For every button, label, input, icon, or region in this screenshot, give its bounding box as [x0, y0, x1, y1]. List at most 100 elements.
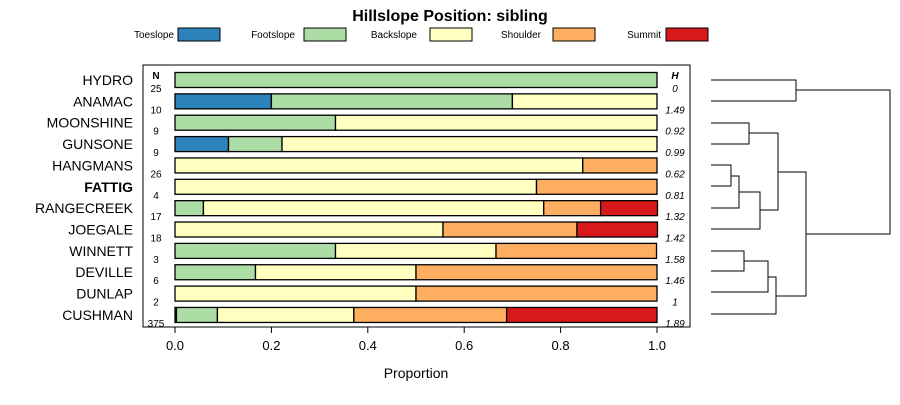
x-tick-label: 0.4	[359, 338, 377, 353]
bar-segment-shoulder	[535, 178, 658, 195]
n-header: N	[152, 71, 159, 82]
category-label: GUNSONE	[62, 136, 133, 152]
dendrogram-branch	[711, 191, 761, 230]
legend-swatch-footslope	[303, 27, 347, 42]
h-value: 1.42	[665, 234, 685, 245]
h-value: 1	[672, 298, 678, 309]
legend-swatch-backslope	[429, 27, 473, 42]
h-value: 0.92	[665, 127, 685, 138]
bar-segment-footslope	[270, 93, 514, 110]
legend-swatch-toeslope	[177, 27, 221, 42]
h-value: 1.46	[665, 276, 685, 287]
plot-frame	[142, 64, 691, 328]
n-value: 6	[153, 276, 159, 287]
bar-segment-shoulder	[442, 221, 578, 238]
bar-segment-footslope	[174, 242, 337, 260]
n-value: 9	[153, 148, 159, 159]
bar-segment-backslope	[254, 264, 417, 281]
category-label: WINNETT	[69, 243, 133, 259]
legend-swatch-summit	[665, 27, 709, 42]
h-value: 1.58	[665, 255, 685, 266]
category-label: RANGECREEK	[35, 200, 134, 216]
bar-segment-toeslope	[174, 93, 273, 110]
h-value: 1.32	[665, 212, 685, 223]
n-value: 18	[150, 234, 162, 245]
dendrogram-branch	[711, 276, 777, 315]
n-value: 3	[153, 255, 159, 266]
legend-swatch-shoulder	[552, 27, 596, 42]
n-value: 17	[150, 212, 162, 223]
dendrogram-branch	[776, 171, 807, 297]
dendrogram-branch	[711, 164, 732, 187]
bar-segment-footslope	[174, 200, 205, 217]
dendrogram-branch	[749, 132, 779, 211]
h-value: 0	[672, 84, 678, 95]
x-tick-label: 0.2	[262, 338, 280, 353]
h-value: 1.89	[665, 319, 685, 330]
legend: Toeslope Footslope Backslope Shoulder Summit	[134, 27, 709, 42]
n-value: 4	[153, 191, 159, 202]
category-label: HANGMANS	[52, 157, 133, 173]
bar-segment-summit	[576, 221, 659, 238]
n-value: 25	[150, 84, 162, 95]
n-values: N 25 10 9 9 26 4 17 18 3 6 2 375	[148, 71, 165, 330]
bar-segment-backslope	[174, 221, 444, 238]
n-value: 2	[153, 298, 159, 309]
x-tick-label: 1.0	[648, 338, 666, 353]
category-label: MOONSHINE	[47, 115, 133, 131]
dendrogram	[711, 79, 891, 315]
bar-segment-shoulder	[415, 285, 658, 302]
h-values: H 0 1.49 0.92 0.99 0.62 0.81 1.32 1.42 1.58 1.46 1…	[665, 71, 685, 330]
bar-segment-backslope	[216, 306, 355, 324]
x-axis-label: Proportion	[384, 365, 449, 381]
dendrogram-branch	[796, 89, 891, 235]
bar-segment-summit	[599, 200, 659, 217]
bar-segment-shoulder	[495, 242, 658, 260]
bar-segment-backslope	[334, 242, 497, 260]
legend-label-summit: Summit	[627, 30, 661, 41]
dendrogram-branch	[711, 260, 769, 293]
bar-segment-summit	[505, 306, 658, 324]
n-value: 375	[148, 319, 165, 330]
category-label: HYDRO	[82, 72, 133, 88]
bar-segment-footslope	[175, 306, 219, 324]
bar-segment-footslope	[174, 71, 658, 89]
category-label: ANAMAC	[73, 93, 133, 109]
n-value: 10	[150, 105, 162, 116]
n-value: 26	[150, 169, 162, 180]
h-value: 0.81	[665, 191, 684, 202]
dendrogram-branch	[711, 79, 797, 102]
legend-label-footslope: Footslope	[251, 30, 295, 41]
dendrogram-branch	[711, 250, 745, 272]
bar-segment-shoulder	[353, 306, 508, 324]
legend-label-backslope: Backslope	[371, 30, 418, 41]
x-tick-label: 0.6	[455, 338, 473, 353]
bar-segment-backslope	[202, 200, 545, 217]
category-label: JOEGALE	[68, 222, 133, 238]
bar-segment-backslope	[174, 178, 538, 195]
category-label: DUNLAP	[76, 286, 133, 302]
bar-segment-backslope	[334, 114, 658, 131]
bar-segment-footslope	[227, 135, 283, 153]
bar-group	[174, 71, 659, 324]
legend-label-toeslope: Toeslope	[134, 30, 174, 41]
bar-segment-shoulder	[415, 264, 658, 281]
chart-title: Hillslope Position: sibling	[352, 8, 548, 25]
h-header: H	[671, 71, 679, 82]
dendrogram-branch	[711, 122, 750, 145]
bar-segment-backslope	[174, 157, 584, 174]
bar-segment-backslope	[511, 93, 658, 110]
x-tick-label: 0.0	[166, 338, 184, 353]
bar-segment-shoulder	[582, 157, 658, 174]
h-value: 0.62	[665, 169, 685, 180]
bar-segment-toeslope	[174, 135, 230, 153]
dendrogram-branch	[711, 175, 740, 209]
x-axis: 0.0 0.2 0.4 0.6 0.8 1.0	[166, 327, 666, 353]
n-value: 9	[153, 127, 159, 138]
category-label: CUSHMAN	[62, 307, 133, 323]
x-tick-label: 0.8	[552, 338, 570, 353]
bar-segment-footslope	[174, 264, 257, 281]
bar-segment-backslope	[174, 285, 417, 302]
